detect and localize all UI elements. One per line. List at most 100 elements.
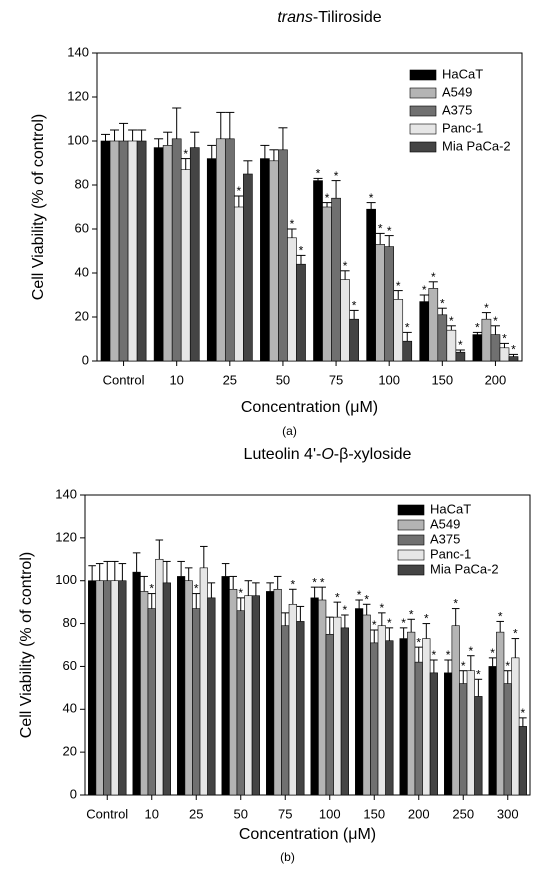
error-bar (95, 563, 104, 581)
legend-label: A375 (430, 531, 460, 546)
legend-label: A549 (430, 516, 460, 531)
bar (162, 582, 171, 796)
error-bar (273, 575, 282, 590)
error-bar (402, 331, 412, 342)
legend-swatch (409, 105, 437, 117)
bar (377, 625, 386, 796)
significance-mark: * (513, 627, 518, 641)
significance-mark: * (490, 646, 495, 660)
error-bar (503, 670, 512, 684)
bar (180, 169, 191, 362)
bar (171, 138, 182, 362)
significance-mark: * (352, 299, 357, 313)
significance-mark: * (424, 612, 429, 626)
x-tick-label: 100 (378, 372, 400, 387)
bar (100, 140, 111, 362)
y-tick-label: 20 (75, 308, 89, 323)
bar (402, 340, 413, 362)
plot-frame (84, 494, 531, 796)
bar (278, 149, 288, 362)
x-axis-label: Concentration (μM) (239, 826, 376, 843)
bar (251, 595, 260, 796)
error-bar (266, 582, 274, 592)
significance-mark: * (431, 270, 436, 284)
title-part: trans (277, 9, 313, 26)
bar (333, 616, 342, 796)
bar (422, 638, 431, 796)
legend-swatch (409, 141, 437, 153)
bar (296, 263, 306, 362)
error-bar (428, 281, 438, 289)
error-bar (88, 565, 96, 581)
significance-mark: * (468, 644, 473, 658)
error-bar (322, 202, 332, 207)
significance-mark: * (387, 224, 392, 238)
legend-swatch (409, 87, 437, 99)
bar (147, 608, 156, 796)
bar (399, 638, 408, 796)
error-bar (499, 342, 509, 348)
error-bar (190, 131, 200, 148)
error-bar (229, 575, 237, 590)
legend-swatch (397, 504, 425, 516)
bar (199, 567, 208, 796)
x-tick-label: 150 (431, 372, 453, 387)
error-bar (118, 563, 127, 581)
error-bar (313, 177, 323, 181)
x-tick-label: 10 (169, 372, 183, 387)
legend-label: Panc-1 (430, 546, 471, 561)
bar (95, 580, 104, 796)
error-bar (519, 717, 527, 727)
significance-mark: * (379, 601, 384, 615)
chart-title: Luteolin 4'-O-β-xyloside (244, 446, 412, 463)
error-bar (455, 349, 465, 353)
bar (206, 158, 217, 362)
significance-mark: * (409, 607, 414, 621)
bar (455, 351, 466, 362)
bar (236, 610, 245, 796)
x-tick-label: 75 (278, 806, 292, 821)
error-bar (132, 552, 141, 573)
bar (281, 625, 290, 796)
legend-label: A549 (442, 84, 472, 99)
error-bar (310, 586, 319, 598)
title-part: Luteolin 4'- (244, 446, 322, 463)
bar (243, 173, 253, 362)
error-bar (181, 158, 191, 170)
legend-label: HaCaT (442, 66, 483, 81)
legend-swatch (397, 519, 425, 531)
significance-mark: * (432, 648, 437, 662)
chart-title: trans-Tiliroside (277, 9, 381, 26)
legend-swatch (397, 564, 425, 576)
bar (287, 237, 297, 362)
error-bar (375, 232, 385, 245)
error-bar (488, 657, 497, 667)
bar (88, 580, 97, 796)
error-bar (172, 107, 182, 139)
bar (472, 334, 483, 362)
caption: (b) (280, 850, 295, 864)
bar (260, 158, 270, 362)
y-axis-label: Cell Viability (% of control) (18, 552, 35, 738)
error-bar (260, 144, 270, 159)
significance-mark: * (312, 575, 317, 589)
x-tick-label: 200 (408, 806, 430, 821)
bar (229, 588, 238, 796)
error-bar (325, 616, 334, 635)
bar (221, 576, 230, 796)
error-bar (296, 254, 306, 265)
x-axis-label: Concentration (μM) (241, 399, 378, 416)
significance-mark: * (378, 222, 383, 236)
error-bar (444, 659, 452, 673)
legend-swatch (409, 123, 437, 135)
y-tick-label: 0 (82, 352, 89, 367)
bar (428, 288, 439, 362)
legend-swatch (397, 549, 425, 561)
x-tick-label: 300 (497, 806, 519, 821)
error-bar (244, 580, 253, 596)
bar (322, 206, 332, 362)
significance-mark: * (461, 659, 466, 673)
bar (414, 661, 423, 796)
x-tick-label: 100 (319, 806, 341, 821)
bar (325, 633, 334, 796)
